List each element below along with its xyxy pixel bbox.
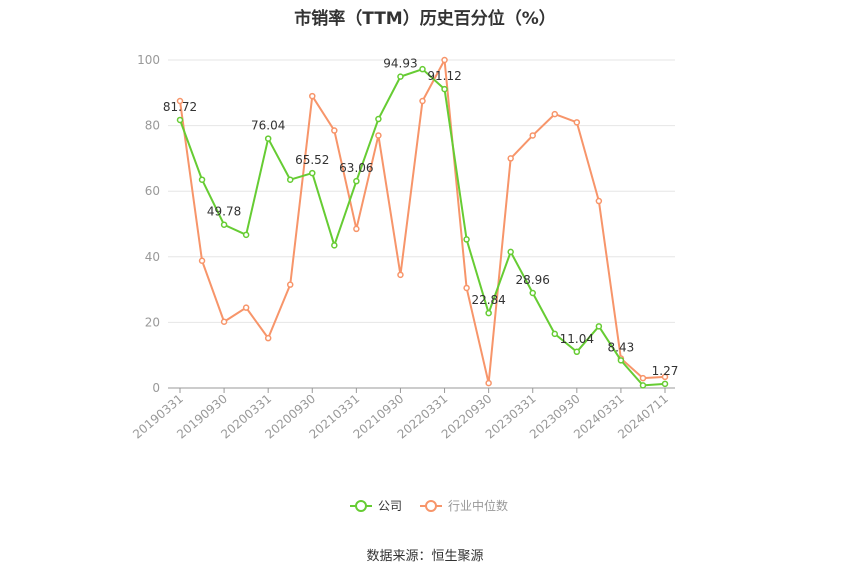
- data-point: [419, 65, 426, 73]
- data-label: 65.52: [295, 153, 329, 167]
- axes: 0204060801002019033120190930202003312020…: [130, 53, 675, 442]
- y-tick-label: 60: [145, 184, 160, 198]
- legend-label: 行业中位数: [448, 498, 508, 513]
- data-point: [573, 348, 581, 356]
- gridlines: [168, 59, 675, 323]
- data-point: [551, 330, 559, 338]
- data-point: [617, 357, 625, 364]
- legend-label: 公司: [378, 499, 402, 513]
- data-point: [661, 373, 669, 381]
- chart-title: 市销率（TTM）历史百分位（%）: [294, 9, 556, 29]
- data-point: [529, 132, 536, 139]
- data-label: 81.72: [163, 100, 197, 114]
- data-label: 8.43: [608, 340, 635, 354]
- data-point: [198, 176, 206, 183]
- y-tick-label: 20: [145, 315, 160, 329]
- series-layer: [176, 56, 669, 389]
- data-point: [220, 221, 228, 228]
- data-point: [507, 248, 514, 256]
- data-label: 91.12: [427, 69, 461, 83]
- data-point: [551, 110, 559, 118]
- data-point: [661, 380, 669, 388]
- data-label: 49.78: [207, 205, 241, 219]
- data-point: [463, 284, 470, 292]
- data-point: [353, 177, 360, 185]
- data-labels: 81.72 49.78 76.04 65.52 63.06 94.93 91.12 22.84…: [163, 57, 679, 378]
- data-point: [264, 135, 272, 142]
- data-point: [309, 92, 316, 100]
- legend-marker: [425, 500, 437, 512]
- data-point: [198, 257, 206, 264]
- data-point: [573, 119, 581, 126]
- data-point: [375, 132, 382, 139]
- data-point: [242, 231, 250, 239]
- legend-marker: [355, 500, 367, 512]
- data-point: [463, 236, 470, 243]
- data-point: [286, 176, 294, 183]
- data-point: [639, 374, 647, 382]
- y-tick-label: 80: [145, 119, 160, 133]
- data-label: 63.06: [339, 161, 373, 175]
- data-point: [529, 289, 536, 297]
- data-label: 76.04: [251, 119, 285, 133]
- data-point: [286, 281, 294, 288]
- y-tick-label: 0: [152, 381, 160, 395]
- data-label: 28.96: [516, 273, 550, 287]
- data-point: [353, 225, 360, 233]
- data-point: [176, 97, 184, 105]
- data-point: [419, 97, 426, 105]
- data-point: [309, 169, 316, 177]
- data-point: [242, 304, 250, 311]
- legend-item-company[interactable]: 公司: [350, 499, 402, 513]
- data-point: [397, 73, 404, 80]
- legend[interactable]: 公司 行业中位数: [350, 498, 508, 513]
- data-label: 1.27: [652, 364, 679, 378]
- data-point: [485, 379, 492, 387]
- y-tick-label: 100: [137, 53, 160, 67]
- data-point: [220, 318, 228, 325]
- data-point: [441, 85, 448, 93]
- data-point: [595, 323, 603, 330]
- data-point: [639, 382, 647, 389]
- data-point: [264, 334, 272, 342]
- data-point: [176, 116, 184, 124]
- data-point: [507, 155, 514, 162]
- data-label: 11.04: [560, 332, 594, 346]
- data-point: [331, 242, 338, 249]
- y-tick-label: 40: [145, 250, 160, 264]
- data-point: [595, 197, 603, 205]
- data-source: 数据来源：恒生聚源: [366, 549, 484, 564]
- data-label: 94.93: [383, 57, 417, 71]
- data-point: [397, 271, 404, 279]
- series-company: [176, 65, 669, 389]
- legend-item-industry-median[interactable]: 行业中位数: [420, 498, 508, 513]
- data-point: [375, 115, 382, 123]
- data-point: [441, 56, 448, 64]
- data-label: 22.84: [471, 293, 505, 307]
- data-point: [485, 309, 492, 317]
- data-point: [331, 127, 338, 134]
- series-industry-median: [176, 56, 669, 387]
